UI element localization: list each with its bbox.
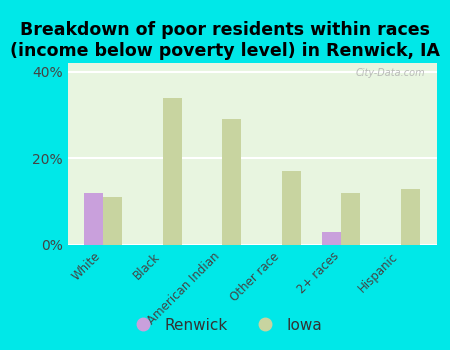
Bar bbox=[400, 189, 420, 245]
Bar bbox=[163, 98, 182, 245]
Bar bbox=[104, 197, 122, 245]
Bar bbox=[322, 232, 341, 245]
Bar bbox=[84, 193, 104, 245]
Text: Breakdown of poor residents within races
(income below poverty level) in Renwick: Breakdown of poor residents within races… bbox=[10, 21, 440, 60]
Bar bbox=[222, 119, 241, 245]
Legend: Renwick, Iowa: Renwick, Iowa bbox=[121, 312, 329, 339]
Bar bbox=[282, 172, 301, 245]
Bar bbox=[341, 193, 360, 245]
Text: City-Data.com: City-Data.com bbox=[356, 69, 425, 78]
